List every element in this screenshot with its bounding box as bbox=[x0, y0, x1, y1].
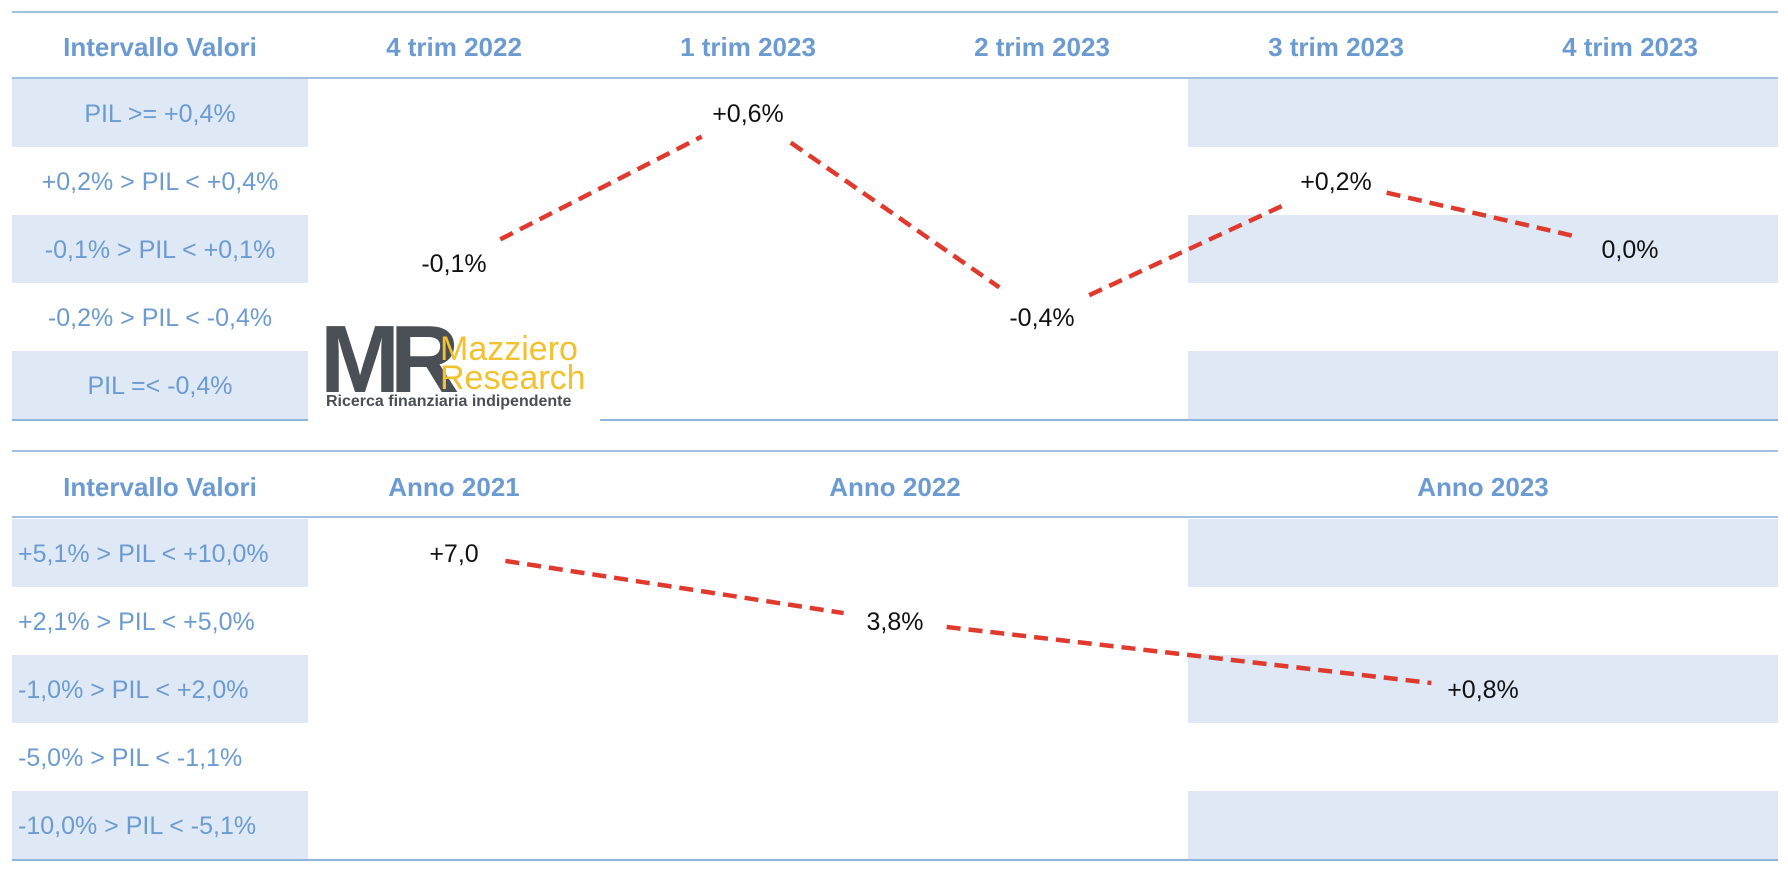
series-segment bbox=[505, 558, 844, 616]
row-label: -1,0% > PIL < +2,0% bbox=[18, 676, 248, 704]
logo-tagline: Ricerca finanziaria indipendente bbox=[326, 393, 572, 410]
logo-name-line2: Research bbox=[440, 359, 586, 397]
series-segment bbox=[1386, 190, 1580, 240]
row-label: -10,0% > PIL < -5,1% bbox=[18, 812, 256, 840]
row-label: -0,1% > PIL < +0,1% bbox=[45, 236, 275, 264]
series-segment bbox=[1088, 200, 1290, 298]
row-band-label-0 bbox=[12, 79, 308, 147]
series-segment bbox=[499, 134, 703, 242]
row-label: PIL >= +0,4% bbox=[84, 100, 235, 128]
logo-mark: MR bbox=[320, 306, 458, 413]
data-label: +0,6% bbox=[712, 100, 784, 128]
row-label: +2,1% > PIL < +5,0% bbox=[18, 608, 255, 636]
category-label: 3 trim 2023 bbox=[1268, 32, 1404, 62]
annual-chart: Intervallo Valori Anno 2021 Anno 2022 Anno … bbox=[12, 450, 1778, 861]
row-band-right-0 bbox=[1188, 519, 1778, 587]
row-label: -5,0% > PIL < -1,1% bbox=[18, 744, 242, 772]
row-label: +5,1% > PIL < +10,0% bbox=[18, 540, 269, 568]
category-label: 4 trim 2022 bbox=[386, 32, 522, 62]
row-label: -0,2% > PIL < -0,4% bbox=[48, 304, 272, 332]
row-band-right-4 bbox=[1188, 351, 1778, 419]
row-band-right-0 bbox=[1188, 79, 1778, 147]
row-header: Intervallo Valori bbox=[63, 32, 257, 62]
row-band-right-2 bbox=[1188, 215, 1778, 283]
row-band-label-2 bbox=[12, 655, 308, 723]
row-band-label-0 bbox=[12, 519, 308, 587]
data-label: -0,4% bbox=[1009, 304, 1074, 332]
series-segment bbox=[946, 624, 1432, 686]
data-label: +0,8% bbox=[1447, 676, 1519, 704]
row-band-right-4 bbox=[1188, 791, 1778, 859]
row-band-label-4 bbox=[12, 791, 308, 859]
category-label: 4 trim 2023 bbox=[1562, 32, 1698, 62]
logo-name-line1: Mazziero bbox=[440, 330, 578, 368]
series-segment bbox=[789, 140, 1001, 290]
row-label: PIL =< -0,4% bbox=[88, 372, 233, 400]
category-label: 2 trim 2023 bbox=[974, 32, 1110, 62]
mazziero-research-logo: MR Mazziero Research Ricerca finanziaria… bbox=[320, 306, 586, 413]
row-band-label-2 bbox=[12, 215, 308, 283]
row-header: Intervallo Valori bbox=[63, 472, 257, 502]
category-label: Anno 2022 bbox=[829, 472, 961, 502]
quarterly-chart: Intervallo Valori 4 trim 2022 1 trim 2023 2… bbox=[12, 11, 1778, 421]
category-label: Anno 2021 bbox=[388, 472, 520, 502]
row-label: +0,2% > PIL < +0,4% bbox=[42, 168, 279, 196]
data-label: +0,2% bbox=[1300, 168, 1372, 196]
category-label: 1 trim 2023 bbox=[680, 32, 816, 62]
data-label: -0,1% bbox=[421, 250, 486, 278]
category-label: Anno 2023 bbox=[1417, 472, 1549, 502]
data-label: 3,8% bbox=[867, 608, 924, 636]
data-label: 0,0% bbox=[1602, 236, 1659, 264]
data-label: +7,0 bbox=[429, 540, 478, 568]
row-band-label-4 bbox=[12, 351, 308, 419]
